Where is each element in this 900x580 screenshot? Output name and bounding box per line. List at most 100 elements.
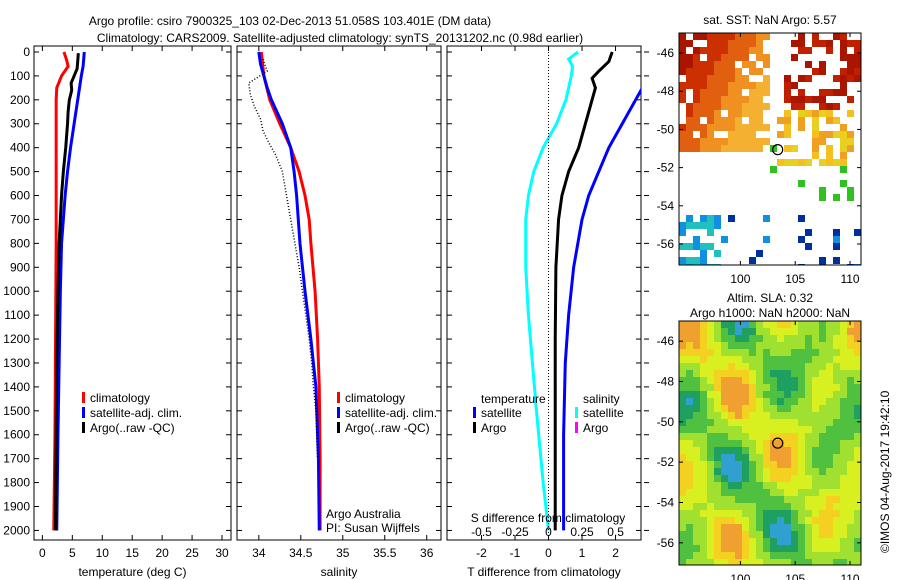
map-cell [693,398,700,405]
map-cell [756,40,763,47]
map-cell [763,496,770,503]
map-cell [784,349,791,356]
map-cell [707,335,714,342]
map-cell [784,89,791,96]
map-cell [798,180,805,187]
map-cell [819,538,826,545]
map-cell [735,54,742,61]
map-cell [714,356,721,363]
map-cell [742,54,749,61]
map-cell [742,552,749,559]
y-tick-label: 800 [10,236,30,250]
map-cell [847,377,854,384]
map-cell [854,40,861,47]
map-cell [693,54,700,61]
map-cell [840,482,847,489]
map-cell [735,405,742,412]
map-cell [826,489,833,496]
map-cell [679,552,686,559]
map-cell [798,110,805,117]
map-frame [678,320,862,566]
map-cell [742,398,749,405]
map-cell [686,503,693,510]
map-cell [805,503,812,510]
map-cell [714,482,721,489]
map-cell [770,433,777,440]
lat-tick-label: -46 [657,334,675,348]
map-cell [847,75,854,82]
map-cell [812,384,819,391]
map-cell [833,363,840,370]
map-cell [721,461,728,468]
map-cell [770,419,777,426]
map-cell [749,475,756,482]
map-cell [700,335,707,342]
map-cell [812,131,819,138]
map-cell [721,124,728,131]
map-cell [805,391,812,398]
map-cell [693,447,700,454]
s-tick-label: -0.25 [501,525,529,539]
map-cell [721,559,728,565]
map-cell [721,82,728,89]
map-cell [763,447,770,454]
map-cell [784,398,791,405]
map-cell [749,82,756,89]
map-cell [728,321,735,328]
map-cell [833,103,840,110]
map-cell [749,412,756,419]
map-cell [728,328,735,335]
map-cell [784,335,791,342]
map-cell [693,510,700,517]
map-cell [749,145,756,152]
map-cell [812,454,819,461]
map-cell [819,447,826,454]
map-cell [686,440,693,447]
map-cell [721,510,728,517]
map-cell [847,503,854,510]
map-cell [833,89,840,96]
map-cell [847,405,854,412]
map-cell [819,321,826,328]
map-cell [707,559,714,565]
map-cell [812,377,819,384]
map-cell [819,552,826,559]
map-cell [693,124,700,131]
y-tick-label: 1900 [3,500,30,514]
map-cell [826,482,833,489]
map-cell [784,405,791,412]
map-cell [679,370,686,377]
map-cell [798,531,805,538]
map-cell [707,461,714,468]
map-cell [798,75,805,82]
map-cell [742,110,749,117]
map-cell [763,321,770,328]
y-tick-label: 0 [23,45,30,59]
map-cell [714,454,721,461]
map-cell [833,559,840,565]
map-cell [812,145,819,152]
map-cell [728,524,735,531]
map-cell [728,496,735,503]
map-cell [840,40,847,47]
series-line-argo-raw-qc- [247,58,319,459]
map-cell [805,398,812,405]
map-cell [700,82,707,89]
map-cell [840,166,847,173]
map-cell [735,461,742,468]
map-cell [700,503,707,510]
map-cell [812,510,819,517]
map-cell [700,482,707,489]
map-cell [840,370,847,377]
map-cell [707,356,714,363]
map-cell [735,433,742,440]
map-cell [791,538,798,545]
map-cell [728,110,735,117]
map-cell [728,405,735,412]
map-cell [749,103,756,110]
map-cell [679,454,686,461]
lat-tick-label: -54 [657,199,675,213]
map-cell [805,475,812,482]
map-cell [756,33,763,40]
map-cell [707,370,714,377]
